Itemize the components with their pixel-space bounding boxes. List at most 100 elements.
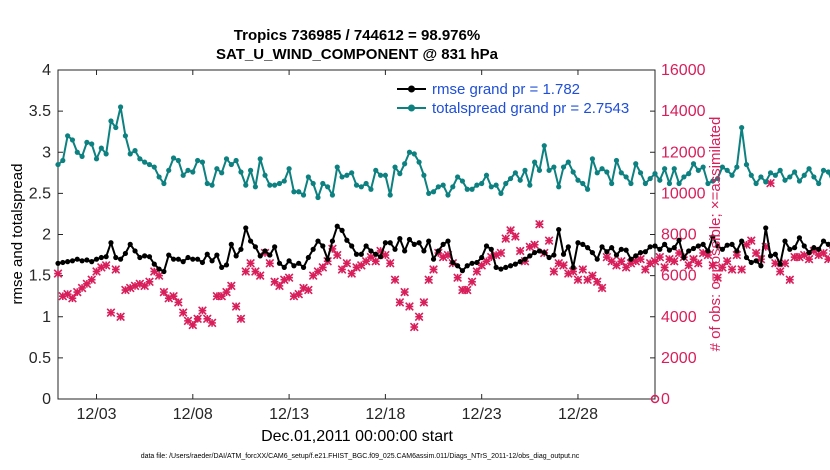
rmse-point xyxy=(763,225,769,231)
rmse-point xyxy=(618,246,624,252)
rmse-point xyxy=(315,238,321,244)
totalspread-point xyxy=(469,186,475,192)
obs-point xyxy=(713,273,722,283)
totalspread-point xyxy=(339,174,345,180)
totalspread-point xyxy=(801,172,807,178)
totalspread-point xyxy=(117,104,124,110)
obs-point xyxy=(511,232,520,241)
totalspread-point xyxy=(411,151,417,157)
rmse-point xyxy=(719,246,726,252)
rmse-point xyxy=(816,246,822,252)
x-axis: 12/03 12/08 12/13 12/18 12/23 12/28 xyxy=(76,70,598,423)
totalspread-point xyxy=(589,156,596,162)
obs-point xyxy=(453,273,462,283)
totalspread-point xyxy=(315,194,321,201)
totalspread-point xyxy=(570,169,576,175)
rmse-point xyxy=(170,256,177,262)
totalspread-point xyxy=(666,180,673,187)
totalspread-point xyxy=(122,133,129,139)
totalspread-point xyxy=(406,149,413,155)
obs-point xyxy=(669,256,679,266)
totalspread-point xyxy=(195,157,201,164)
rmse-point xyxy=(325,256,331,262)
rmse-point xyxy=(575,240,581,246)
legend-spread-marker xyxy=(408,104,415,112)
totalspread-point xyxy=(60,157,66,164)
obs-point xyxy=(655,252,665,262)
rmse-point xyxy=(291,263,297,269)
totalspread-point xyxy=(228,161,234,168)
totalspread-point xyxy=(748,172,754,178)
totalspread-point xyxy=(166,167,172,173)
totalspread-point xyxy=(84,139,90,145)
rmse-point xyxy=(223,262,230,268)
rmse-point xyxy=(517,259,523,265)
rmse-point xyxy=(710,234,716,240)
rmse-point xyxy=(796,235,803,241)
rmse-point xyxy=(493,264,499,270)
totalspread-point xyxy=(820,167,827,173)
rmse-point xyxy=(729,241,735,247)
totalspread-point xyxy=(806,166,812,172)
totalspread-point xyxy=(647,175,653,182)
rmse-point xyxy=(758,263,764,269)
y-left-tick-label: 2.5 xyxy=(29,185,51,202)
obs-point xyxy=(496,248,506,258)
totalspread-point xyxy=(710,178,716,184)
y-left-tick-label: 2 xyxy=(42,227,51,244)
obs-point xyxy=(318,263,328,272)
obs-point xyxy=(255,271,265,280)
rmse-point xyxy=(464,263,470,269)
rmse-point xyxy=(767,253,774,259)
totalspread-point xyxy=(739,124,745,131)
totalspread-point xyxy=(604,169,610,175)
totalspread-point xyxy=(681,174,687,180)
obs-point xyxy=(467,277,477,287)
y-right-tick-label: 4000 xyxy=(661,309,697,326)
totalspread-point xyxy=(536,167,543,173)
totalspread-point xyxy=(676,180,682,187)
totalspread-point xyxy=(507,175,514,182)
obs-point xyxy=(785,275,795,285)
rmse-point xyxy=(161,268,167,275)
obs-point xyxy=(251,267,260,276)
rmse-point xyxy=(459,268,466,274)
rmse-point xyxy=(594,256,600,262)
rmse-point xyxy=(286,258,292,264)
totalspread-point xyxy=(734,164,740,170)
obs-point xyxy=(737,265,747,274)
obs-point xyxy=(265,258,275,268)
rmse-point xyxy=(440,241,446,247)
totalspread-point xyxy=(209,182,215,188)
rmse-point xyxy=(156,266,162,272)
obs-point xyxy=(732,250,742,260)
rmse-point xyxy=(267,252,273,258)
rmse-point xyxy=(613,252,620,258)
totalspread-point xyxy=(175,157,181,164)
totalspread-point xyxy=(440,182,446,188)
rmse-point xyxy=(272,244,278,250)
totalspread-point xyxy=(483,172,490,178)
totalspread-point xyxy=(98,145,104,151)
rmse-point xyxy=(647,244,653,250)
obs-point xyxy=(53,269,63,278)
totalspread-point xyxy=(199,159,206,165)
rmse-point xyxy=(421,248,427,254)
rmse-point xyxy=(686,248,692,254)
rmse-point xyxy=(820,238,827,244)
totalspread-series xyxy=(55,104,830,201)
rmse-point xyxy=(498,266,504,272)
obs-point xyxy=(746,236,756,246)
rmse-point xyxy=(604,249,610,255)
rmse-point xyxy=(450,259,456,266)
rmse-point xyxy=(296,260,302,266)
totalspread-point xyxy=(464,186,470,192)
obs-point xyxy=(472,267,482,276)
totalspread-point xyxy=(532,159,538,165)
obs-point xyxy=(718,263,727,272)
y-axis-right: 0 2000 4000 6000 8000 10000 12000 14000 16000 xyxy=(650,62,706,408)
y-right-tick-label: 10000 xyxy=(661,185,706,202)
obs-point xyxy=(530,240,540,250)
obs-point xyxy=(303,285,313,295)
obs-point xyxy=(294,289,304,299)
